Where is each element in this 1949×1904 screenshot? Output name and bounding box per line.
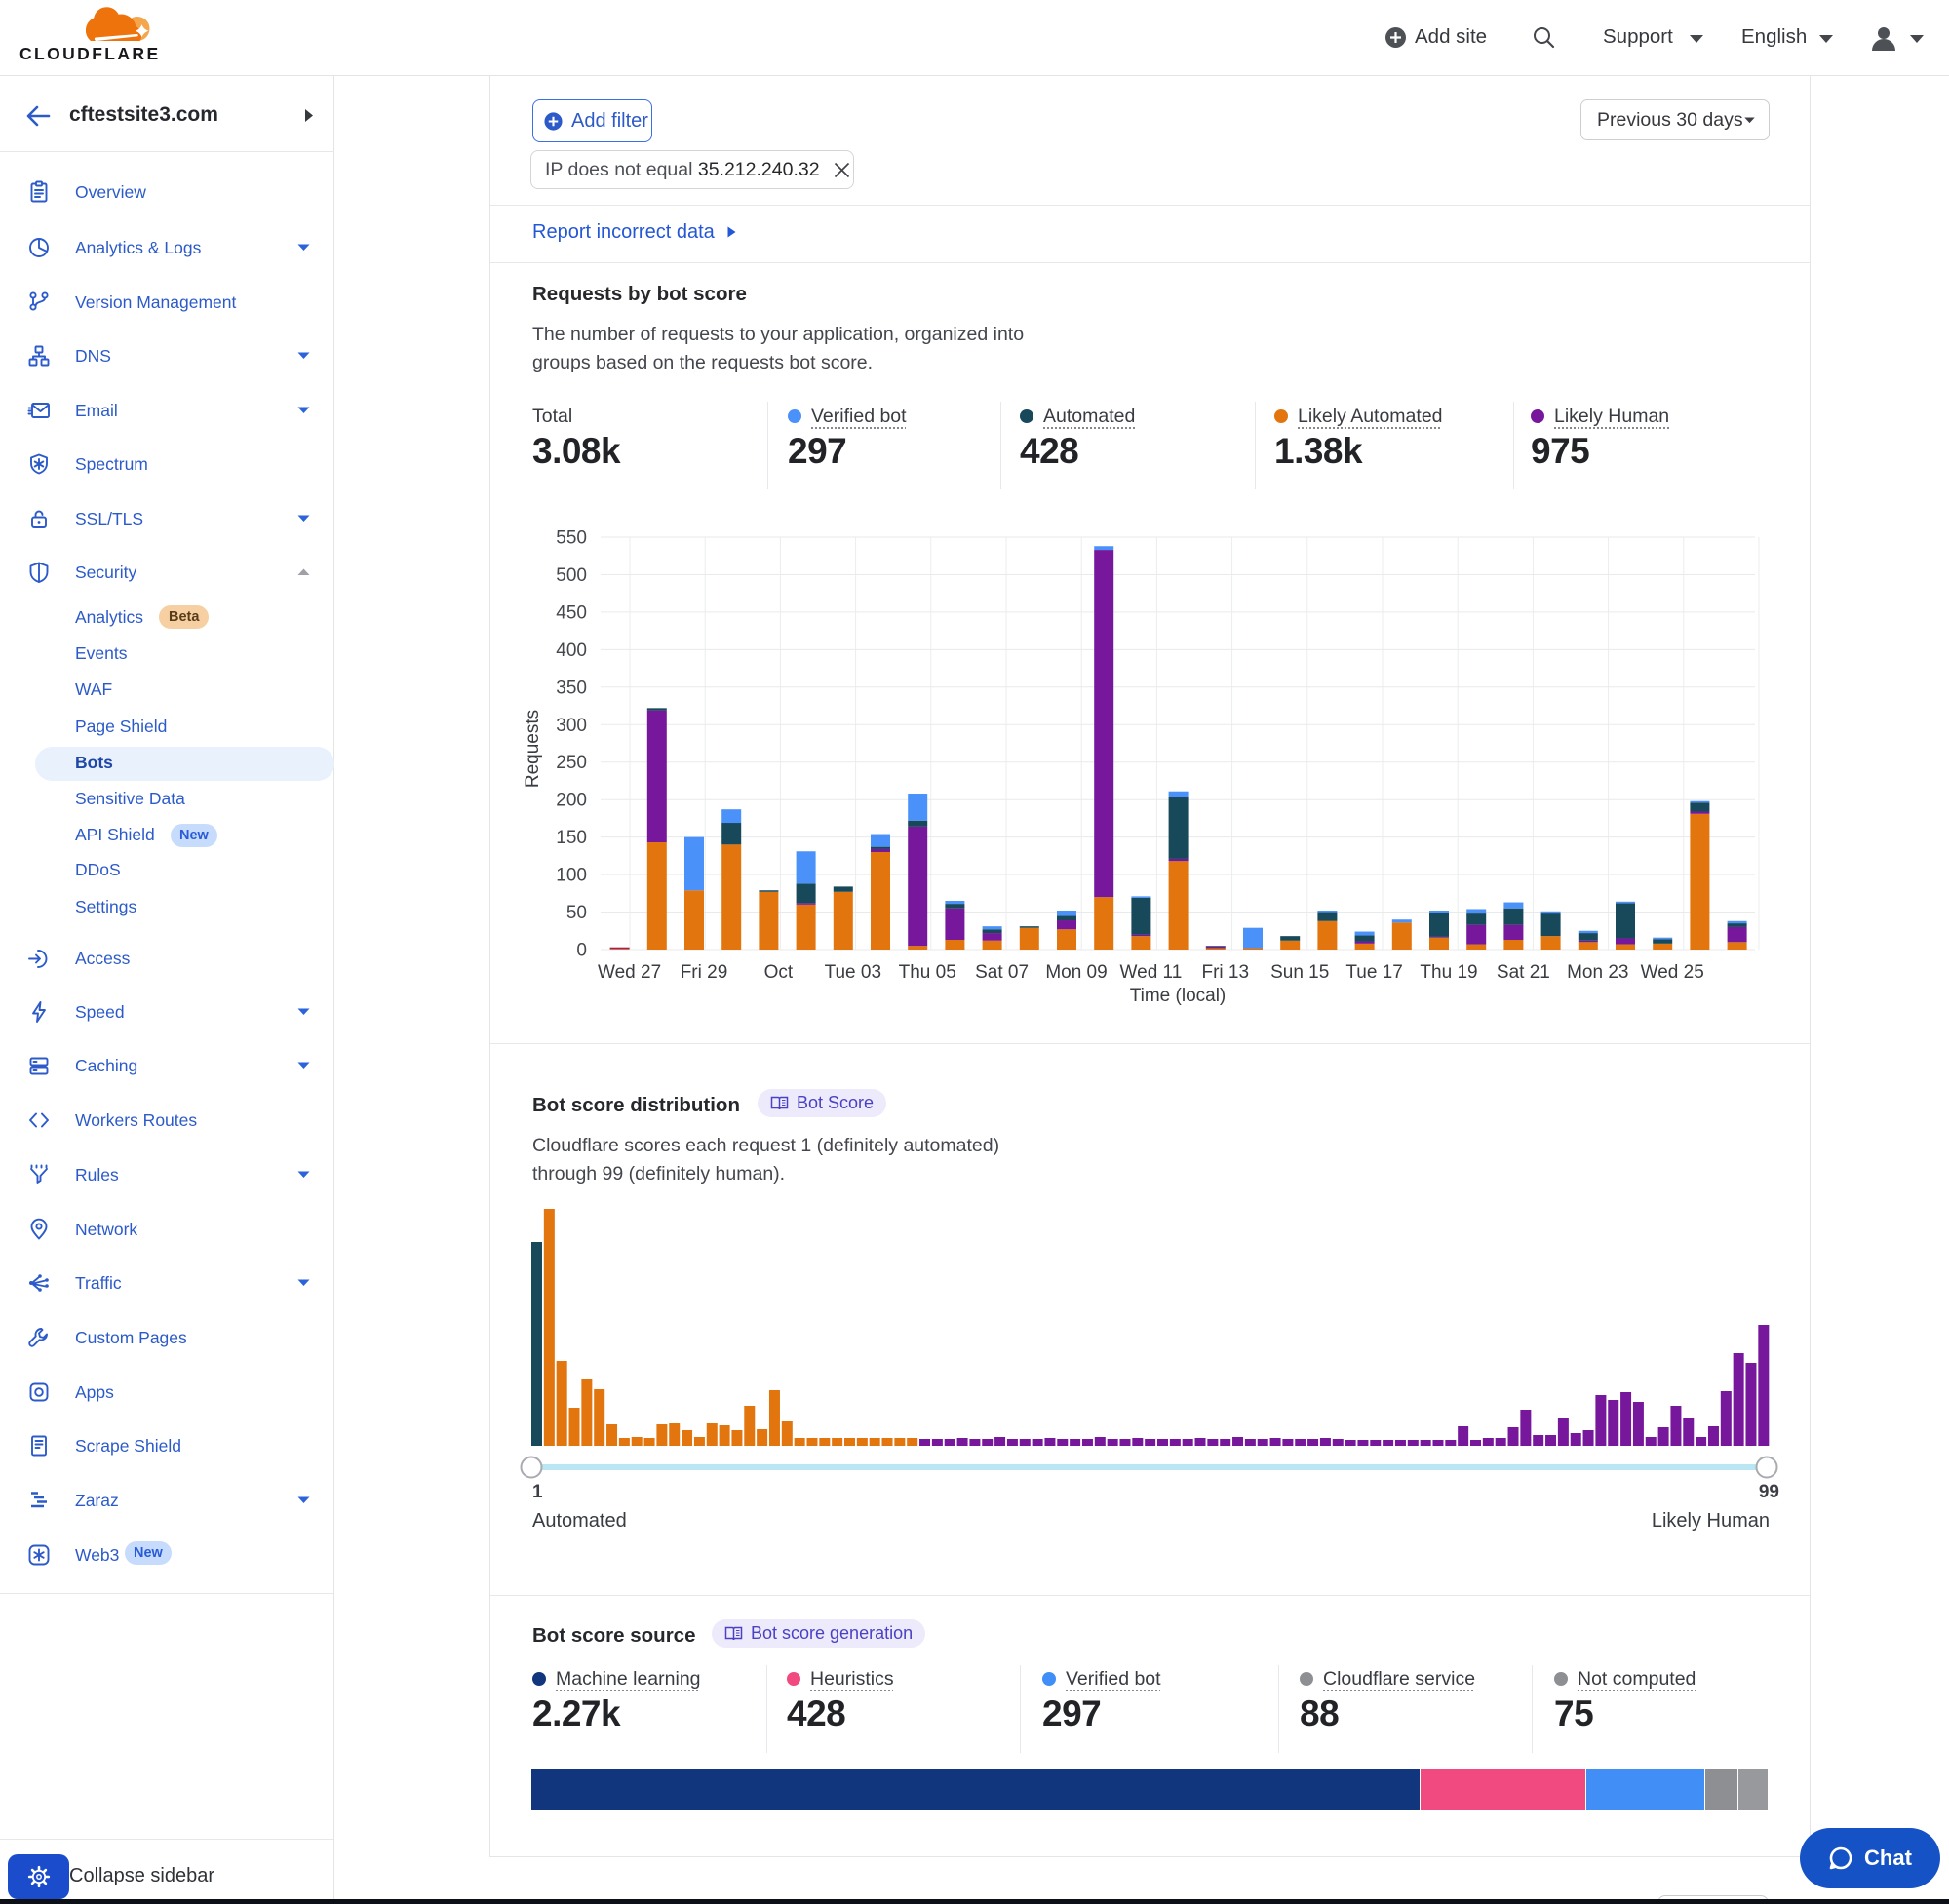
svg-text:200: 200 <box>556 791 587 811</box>
svg-text:Wed 27: Wed 27 <box>598 962 661 983</box>
svg-text:0: 0 <box>576 941 587 961</box>
svg-text:Sun 15: Sun 15 <box>1270 962 1329 983</box>
svg-text:150: 150 <box>556 828 587 848</box>
svg-text:Mon 09: Mon 09 <box>1045 962 1107 983</box>
svg-text:Sat 21: Sat 21 <box>1497 962 1550 983</box>
svg-text:Sat 07: Sat 07 <box>975 962 1029 983</box>
svg-text:Wed 11: Wed 11 <box>1120 962 1183 983</box>
svg-text:Wed 25: Wed 25 <box>1641 962 1704 983</box>
svg-text:50: 50 <box>566 903 587 923</box>
svg-text:Thu 05: Thu 05 <box>899 962 956 983</box>
svg-text:Fri 13: Fri 13 <box>1202 962 1250 983</box>
svg-text:Oct: Oct <box>764 962 794 983</box>
svg-text:400: 400 <box>556 641 587 661</box>
svg-text:300: 300 <box>556 716 587 736</box>
svg-text:Mon 23: Mon 23 <box>1567 962 1628 983</box>
svg-text:Fri 29: Fri 29 <box>681 962 728 983</box>
svg-text:250: 250 <box>556 753 587 773</box>
svg-text:450: 450 <box>556 602 587 623</box>
svg-text:Tue 03: Tue 03 <box>825 962 881 983</box>
svg-text:350: 350 <box>556 678 587 698</box>
svg-text:Thu 19: Thu 19 <box>1420 962 1477 983</box>
svg-text:Requests: Requests <box>523 710 543 788</box>
svg-text:100: 100 <box>556 866 587 886</box>
svg-text:550: 550 <box>556 528 587 549</box>
svg-text:Tue 17: Tue 17 <box>1345 962 1402 983</box>
svg-text:500: 500 <box>556 565 587 586</box>
svg-text:Time (local): Time (local) <box>1130 986 1227 1006</box>
